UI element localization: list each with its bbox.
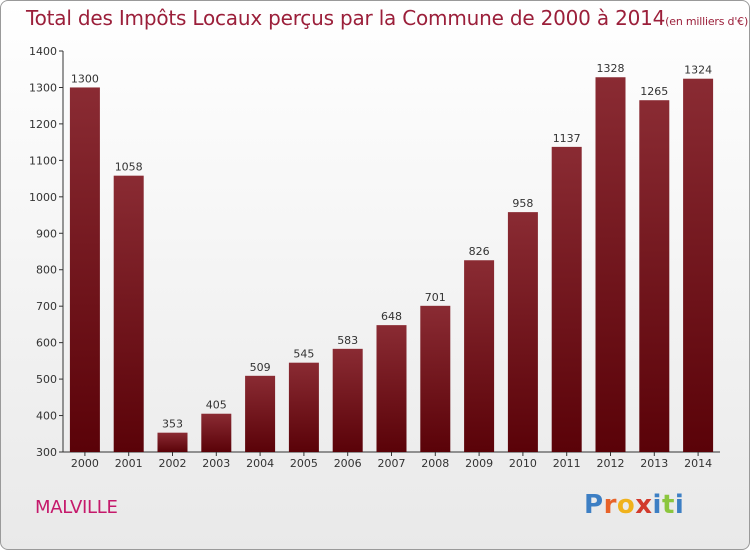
bar (376, 325, 407, 452)
logo-letter: i (652, 490, 662, 520)
title-unit: (en milliers d'€) (665, 15, 749, 28)
logo-letter: P (584, 490, 604, 520)
bar (420, 305, 451, 452)
x-tick-label: 2005 (290, 457, 318, 470)
bar-value-label: 1328 (597, 62, 625, 75)
x-tick-label: 2001 (115, 457, 143, 470)
bar-value-label: 958 (512, 197, 533, 210)
x-tick-label: 2000 (71, 457, 99, 470)
chart-bars (69, 77, 714, 453)
x-tick-label: 2009 (465, 457, 493, 470)
x-tick-label: 2004 (246, 457, 274, 470)
logo-letter: o (616, 490, 636, 520)
chart-axes: 300 400 500 600 700 800 900 1000 1100 1200 1300 140… (29, 45, 720, 459)
logo-letter: i (674, 490, 685, 520)
bar (113, 175, 144, 452)
bar-value-label: 353 (162, 418, 183, 431)
bar-value-label: 1058 (115, 161, 143, 174)
logo-letter: t (661, 490, 675, 520)
bar-value-label: 648 (381, 310, 402, 323)
y-tick-label: 900 (36, 227, 57, 240)
y-tick-label: 1000 (29, 191, 57, 204)
bar (201, 413, 232, 452)
bar (595, 77, 626, 452)
y-tick-label: 1300 (29, 81, 57, 94)
chart-labels: 1300 2000 1058 2001 353 2002 405 2003 509 2004 545… (71, 62, 712, 470)
x-tick-label: 2003 (202, 457, 230, 470)
y-tick-label: 700 (36, 300, 57, 313)
x-tick-label: 2008 (421, 457, 449, 470)
bar-value-label: 1300 (71, 72, 99, 85)
bar-value-label: 1265 (640, 85, 668, 98)
bar (288, 362, 319, 452)
bar (683, 78, 714, 453)
bar-value-label: 701 (425, 291, 446, 304)
bar (507, 212, 538, 452)
bar (332, 348, 363, 452)
bar (245, 375, 276, 452)
bar-value-label: 405 (206, 399, 227, 412)
x-tick-label: 2012 (597, 457, 625, 470)
bar-value-label: 1137 (553, 132, 581, 145)
chart-title: Total des Impôts Locaux perçus par la Co… (26, 6, 748, 30)
bar (157, 432, 188, 452)
logo-letter: r (603, 490, 617, 520)
bar-value-label: 509 (250, 361, 271, 374)
bar-value-label: 583 (337, 334, 358, 347)
x-tick-label: 2014 (684, 457, 712, 470)
bar-value-label: 826 (469, 245, 490, 258)
x-tick-label: 2010 (509, 457, 537, 470)
proxiti-logo: Proxiti (584, 490, 684, 520)
x-tick-label: 2006 (334, 457, 362, 470)
title-text: Total des Impôts Locaux perçus par la Co… (26, 6, 666, 30)
y-tick-label: 800 (36, 264, 57, 277)
y-tick-label: 300 (36, 446, 57, 459)
y-tick-label: 1400 (29, 45, 57, 58)
x-tick-label: 2002 (159, 457, 187, 470)
y-tick-label: 400 (36, 410, 57, 423)
bar (551, 146, 582, 452)
bar-value-label: 545 (293, 348, 314, 361)
x-tick-label: 2007 (378, 457, 406, 470)
bar (69, 87, 100, 453)
y-tick-label: 1100 (29, 154, 57, 167)
x-tick-label: 2011 (553, 457, 581, 470)
y-tick-label: 1200 (29, 118, 57, 131)
commune-name: MALVILLE (35, 497, 118, 518)
x-tick-label: 2013 (640, 457, 668, 470)
y-tick-label: 500 (36, 373, 57, 386)
logo-letter: x (635, 490, 653, 520)
y-tick-label: 600 (36, 337, 57, 350)
bar (464, 260, 495, 452)
bar-value-label: 1324 (684, 64, 712, 77)
bar (639, 100, 670, 453)
